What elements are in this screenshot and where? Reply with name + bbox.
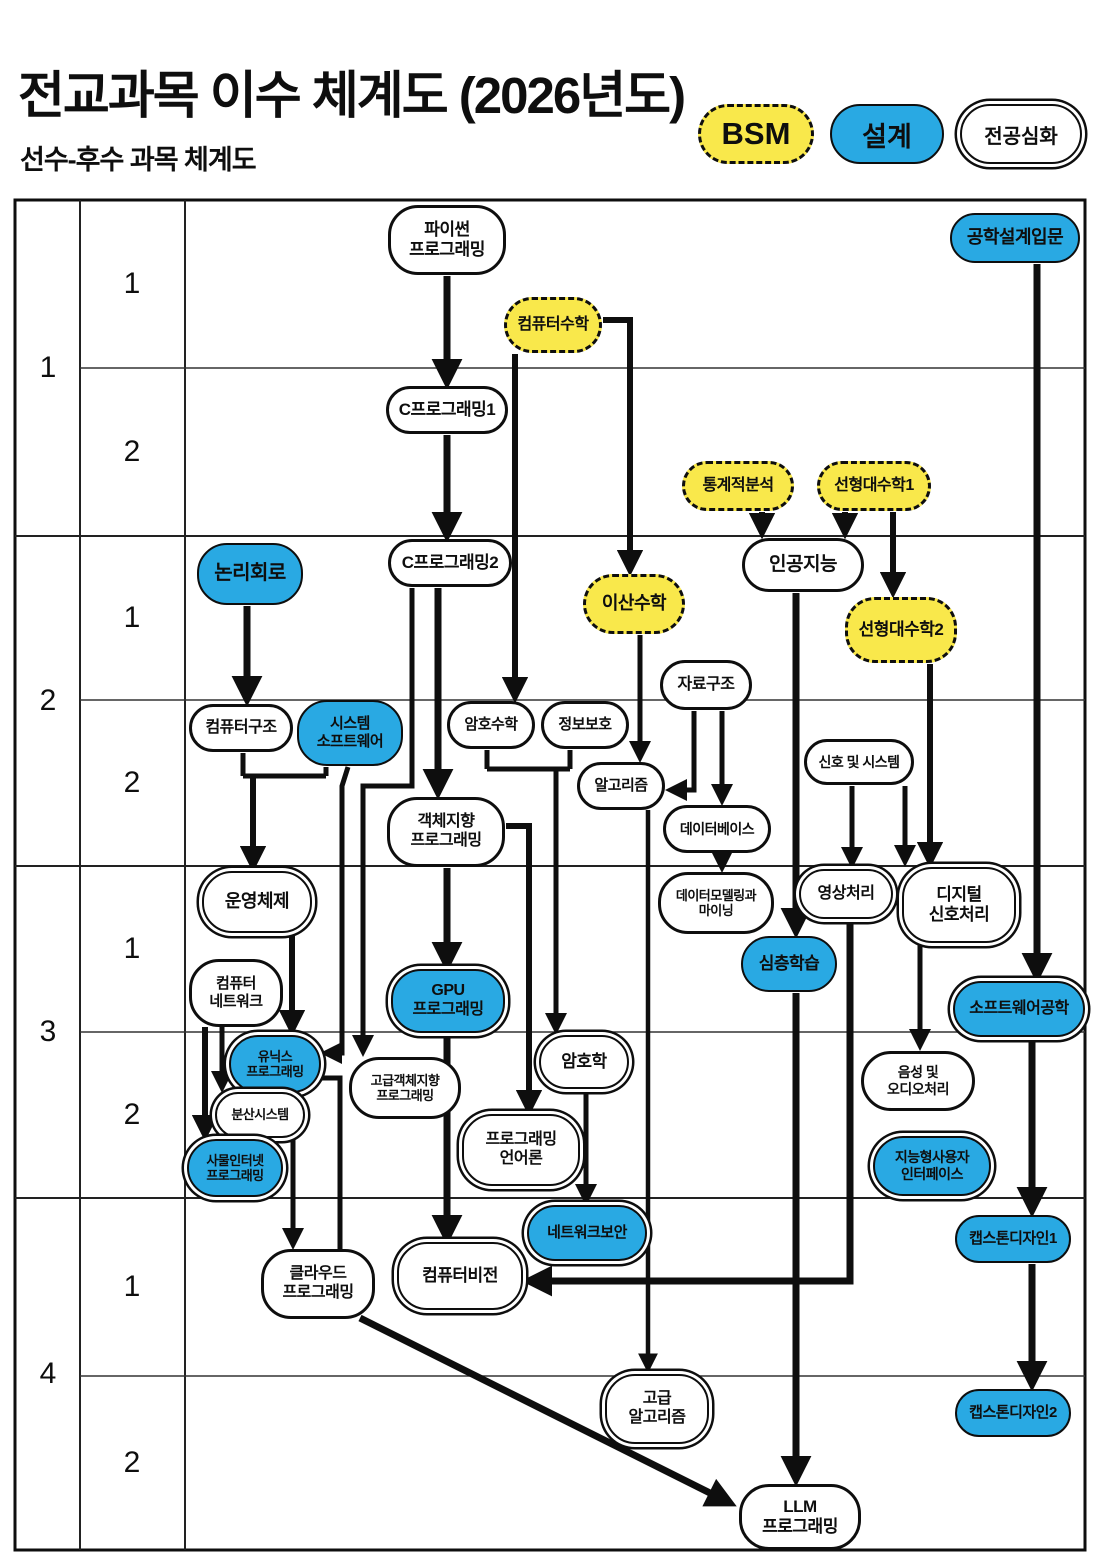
- course-signals-systems: 신호 및 시스템: [804, 739, 914, 785]
- course-computer-vision: 컴퓨터비전: [397, 1242, 523, 1310]
- course-capstone2: 캡스톤디자인2: [955, 1389, 1071, 1437]
- semester-label-3: 1: [123, 601, 141, 634]
- course-software-eng: 소프트웨어공학: [953, 981, 1085, 1037]
- course-c-prog2: C프로그래밍2: [388, 539, 512, 587]
- page-subtitle: 선수-후수 과목 체계도: [20, 145, 257, 176]
- semester-label-7: 1: [123, 1270, 141, 1303]
- year-label-1: 1: [39, 351, 57, 384]
- semester-label-4: 2: [123, 766, 141, 799]
- edge-image-processing-to-computer-vision: [521, 920, 854, 1297]
- course-iot-programming: 사물인터넷 프로그래밍: [187, 1139, 283, 1197]
- course-intelligent-ui: 지능형사용자 인터페이스: [873, 1136, 991, 1196]
- edge-data-structures-to-algorithms: [665, 711, 697, 802]
- edge-unix-programming-to-cloud-programming: [308, 1075, 343, 1252]
- course-dsp: 디지털 신호처리: [902, 867, 1016, 943]
- course-deep-learning: 심층학습: [741, 936, 837, 992]
- course-database: 데이터베이스: [663, 805, 771, 853]
- course-stat-analysis: 통계적분석: [682, 461, 794, 511]
- semester-label-5: 1: [123, 932, 141, 965]
- course-linear-algebra1: 선형대수학1: [817, 461, 931, 511]
- course-computer-network: 컴퓨터 네트워크: [189, 959, 283, 1027]
- edge-cloud-programming-to-llm-programming: [358, 1314, 737, 1507]
- year-label-3: 3: [39, 1015, 57, 1048]
- legend: BSM 설계 전공심화: [698, 104, 1082, 164]
- course-ai: 인공지능: [742, 538, 864, 592]
- course-data-modeling: 데이터모델링과 마이닝: [658, 872, 774, 934]
- course-intro-eng-design: 공학설계입문: [950, 213, 1080, 263]
- legend-major-advanced: 전공심화: [960, 104, 1082, 164]
- course-c-prog1: C프로그래밍1: [386, 386, 508, 434]
- course-unix-programming: 유닉스 프로그래밍: [229, 1035, 321, 1093]
- course-capstone1: 캡스톤디자인1: [955, 1215, 1071, 1263]
- legend-bsm: BSM: [698, 104, 814, 164]
- course-linear-algebra2: 선형대수학2: [845, 597, 957, 663]
- course-python: 파이썬 프로그래밍: [388, 205, 506, 275]
- page-title: 전교과목 이수 체계도 (2026년도): [18, 67, 686, 125]
- edge-system-software-to-unix-programming: [320, 766, 351, 1065]
- course-data-structures: 자료구조: [660, 660, 752, 710]
- course-info-security: 정보보호: [541, 701, 629, 749]
- course-logic-circuits: 논리회로: [197, 543, 303, 605]
- legend-design: 설계: [830, 104, 944, 164]
- course-computer-math: 컴퓨터수학: [504, 297, 602, 353]
- edge-c-prog2-to-adv-oop: [352, 588, 415, 1057]
- semester-label-8: 2: [123, 1446, 141, 1479]
- course-prog-lang-theory: 프로그래밍 언어론: [462, 1114, 580, 1186]
- course-image-processing: 영상처리: [799, 869, 893, 919]
- prerequisite-edges: [191, 264, 1053, 1507]
- course-os: 운영체제: [202, 871, 312, 933]
- course-cloud-programming: 클라우드 프로그래밍: [261, 1249, 375, 1319]
- course-speech-audio: 음성 및 오디오처리: [861, 1051, 975, 1111]
- course-algorithms: 알고리즘: [577, 762, 665, 810]
- course-discrete-math: 이산수학: [583, 574, 685, 634]
- course-system-software: 시스템 소프트웨어: [297, 700, 403, 766]
- year-label-4: 4: [39, 1357, 57, 1390]
- course-distributed-systems: 분산시스템: [215, 1092, 305, 1138]
- course-adv-oop: 고급객체지향 프로그래밍: [349, 1057, 461, 1119]
- course-oop: 객체지향 프로그래밍: [387, 797, 505, 867]
- course-crypto-math: 암호수학: [447, 701, 535, 749]
- course-cryptology: 암호학: [539, 1035, 629, 1089]
- semester-label-1: 1: [123, 267, 141, 300]
- table-grid: [13, 198, 1087, 1552]
- course-network-security: 네트워크보안: [527, 1205, 647, 1261]
- semester-label-6: 2: [123, 1098, 141, 1131]
- semester-label-2: 2: [123, 435, 141, 468]
- course-computer-arch: 컴퓨터구조: [189, 704, 293, 752]
- course-adv-algorithms: 고급 알고리즘: [605, 1374, 709, 1444]
- year-label-2: 2: [39, 684, 57, 717]
- edge-oop-to-prog-lang-theory: [506, 823, 543, 1117]
- course-llm-programming: LLM 프로그래밍: [739, 1484, 861, 1550]
- edge-computer-math-to-discrete-math: [603, 317, 644, 577]
- course-gpu-programming: GPU 프로그래밍: [391, 969, 505, 1033]
